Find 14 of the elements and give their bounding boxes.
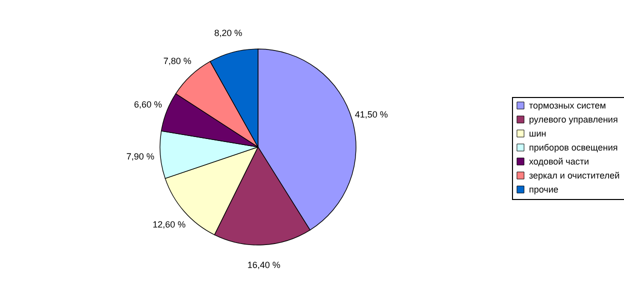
legend-label: прочие [529, 184, 558, 194]
legend-label: зеркал и очистителей [529, 170, 620, 180]
data-label: 7,80 % [163, 56, 192, 66]
legend-label: приборов освещения [529, 142, 618, 152]
legend-label: шин [529, 128, 546, 138]
data-label: 16,40 % [247, 260, 280, 270]
data-label: 7,90 % [126, 152, 154, 162]
legend-label: тормозных систем [529, 100, 606, 110]
data-label: 8,20 % [214, 28, 242, 38]
data-label: 41,50 % [354, 109, 388, 120]
data-label: 6,60 % [134, 99, 162, 110]
legend-label: ходовой части [529, 156, 590, 166]
legend-label: рулевого управления [529, 114, 618, 124]
data-label: 12,60 % [152, 220, 186, 230]
